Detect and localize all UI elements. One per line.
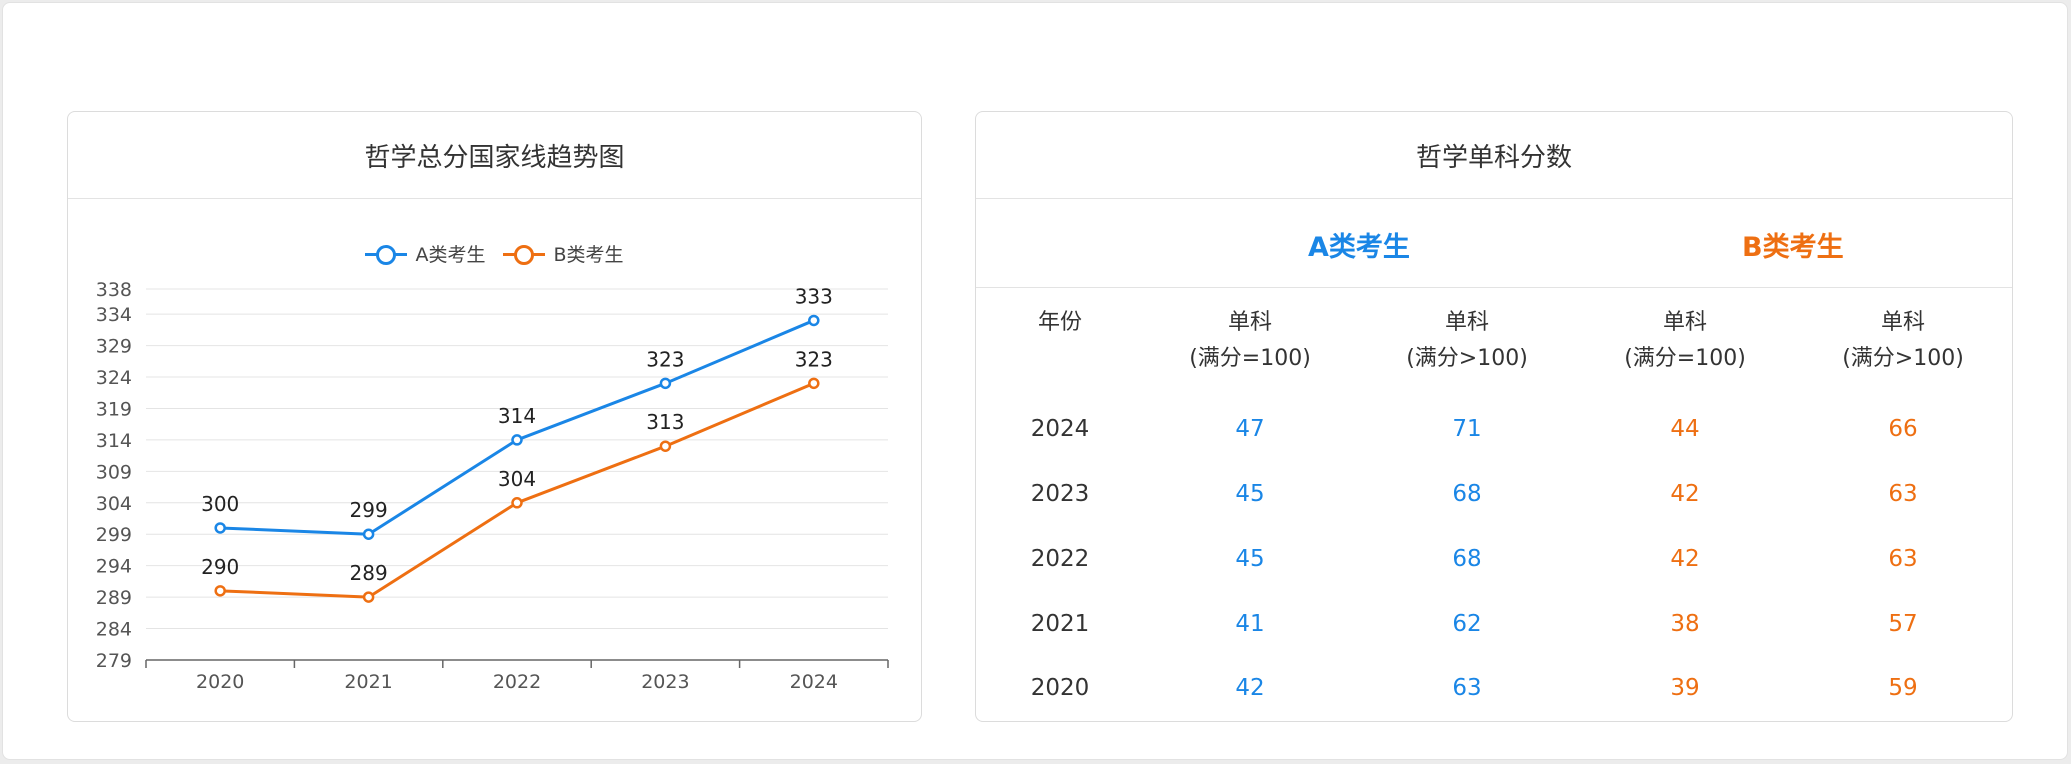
- y-tick-label: 294: [96, 556, 132, 578]
- row-b2: 57: [1888, 611, 1918, 637]
- chart-title: 哲学总分国家线趋势图: [68, 112, 921, 199]
- row-a1: 41: [1235, 611, 1265, 637]
- data-point: [511, 434, 523, 446]
- row-year: 2024: [1030, 416, 1090, 442]
- chart-legend: A类考生 B类考生: [68, 240, 921, 267]
- data-point: [214, 522, 226, 534]
- header-year: 年份: [1037, 310, 1083, 335]
- row-b2: 63: [1888, 481, 1918, 507]
- legend-item-b[interactable]: B类考生: [503, 240, 624, 267]
- group-b-label: B类考生: [1742, 232, 1844, 263]
- row-b1: 39: [1670, 675, 1700, 701]
- row-b1: 42: [1670, 481, 1700, 507]
- table-title: 哲学单科分数: [976, 112, 2012, 199]
- row-a1: 42: [1235, 675, 1265, 701]
- row-b2: 63: [1888, 546, 1918, 572]
- data-label: 323: [795, 347, 833, 371]
- row-a1: 45: [1235, 546, 1265, 572]
- chart-card: 哲学总分国家线趋势图 A类考生 B类考生 279 284 289 294 299 304 3…: [67, 111, 922, 722]
- row-b2: 59: [1888, 675, 1918, 701]
- data-point: [362, 591, 375, 603]
- data-label: 313: [646, 410, 684, 434]
- legend-label-a: A类考生: [415, 244, 486, 266]
- row-b1: 44: [1670, 416, 1700, 442]
- data-label: 299: [350, 498, 388, 522]
- data-point: [511, 497, 523, 509]
- row-year: 2022: [1030, 546, 1090, 572]
- row-a2: 71: [1452, 416, 1482, 442]
- x-tick-label: 2023: [641, 671, 689, 693]
- data-label: 289: [350, 561, 388, 585]
- y-tick-label: 338: [96, 279, 132, 301]
- row-a2: 68: [1452, 481, 1482, 507]
- data-point: [659, 377, 672, 390]
- x-tick-label: 2020: [196, 671, 244, 693]
- group-a-label: A类考生: [1308, 232, 1410, 263]
- row-b1: 38: [1670, 611, 1700, 637]
- data-label: 333: [795, 284, 833, 308]
- row-a2: 63: [1452, 675, 1482, 701]
- legend-item-a[interactable]: A类考生: [365, 240, 485, 267]
- data-label: 300: [201, 492, 239, 516]
- row-b1: 42: [1670, 546, 1700, 572]
- y-tick-label: 289: [96, 587, 132, 609]
- row-year: 2020: [1030, 675, 1090, 701]
- group-header: A类考生 B类考生: [976, 199, 2012, 288]
- row-a1: 45: [1235, 481, 1265, 507]
- y-tick-label: 334: [96, 304, 132, 326]
- data-point: [214, 585, 226, 597]
- y-tick-label: 324: [96, 367, 132, 389]
- y-tick-label: 279: [96, 650, 132, 672]
- data-point: [808, 314, 820, 327]
- x-tick-label: 2022: [493, 671, 541, 693]
- y-tick-label: 314: [96, 430, 132, 452]
- legend-marker-b: [503, 244, 546, 265]
- data-label: 304: [498, 467, 536, 491]
- data-point: [808, 377, 820, 390]
- line-chart: 279 284 289 294 299 304 309 314 319 324 329 334 338 2…: [96, 279, 889, 693]
- data-point: [659, 440, 672, 452]
- data-point: [362, 528, 375, 540]
- y-tick-label: 299: [96, 524, 132, 546]
- x-tick-label: 2024: [790, 671, 838, 693]
- data-label: 323: [646, 347, 684, 371]
- data-label: 290: [201, 555, 239, 579]
- data-label: 314: [498, 404, 536, 428]
- row-a2: 68: [1452, 546, 1482, 572]
- x-tick-label: 2021: [344, 671, 392, 693]
- score-table-card: 哲学单科分数 A类考生 B类考生 年份 单科 (满分=100) 单科 (满分>100…: [975, 111, 2013, 722]
- row-a1: 47: [1235, 416, 1265, 442]
- row-year: 2021: [1030, 611, 1090, 637]
- header-b1: 单科 (满分=100): [1624, 310, 1746, 371]
- row-year: 2023: [1030, 481, 1090, 507]
- y-tick-label: 304: [96, 493, 132, 515]
- header-a2: 单科 (满分>100): [1406, 310, 1528, 371]
- y-tick-label: 284: [96, 619, 132, 641]
- legend-marker-a: [365, 244, 408, 265]
- row-b2: 66: [1888, 416, 1918, 442]
- legend-label-b: B类考生: [553, 244, 624, 266]
- row-a2: 62: [1452, 611, 1482, 637]
- y-tick-label: 329: [96, 336, 132, 358]
- y-tick-label: 319: [96, 398, 132, 420]
- header-a1: 单科 (满分=100): [1189, 310, 1311, 371]
- header-b2: 单科 (满分>100): [1842, 310, 1964, 371]
- y-tick-label: 309: [96, 461, 132, 483]
